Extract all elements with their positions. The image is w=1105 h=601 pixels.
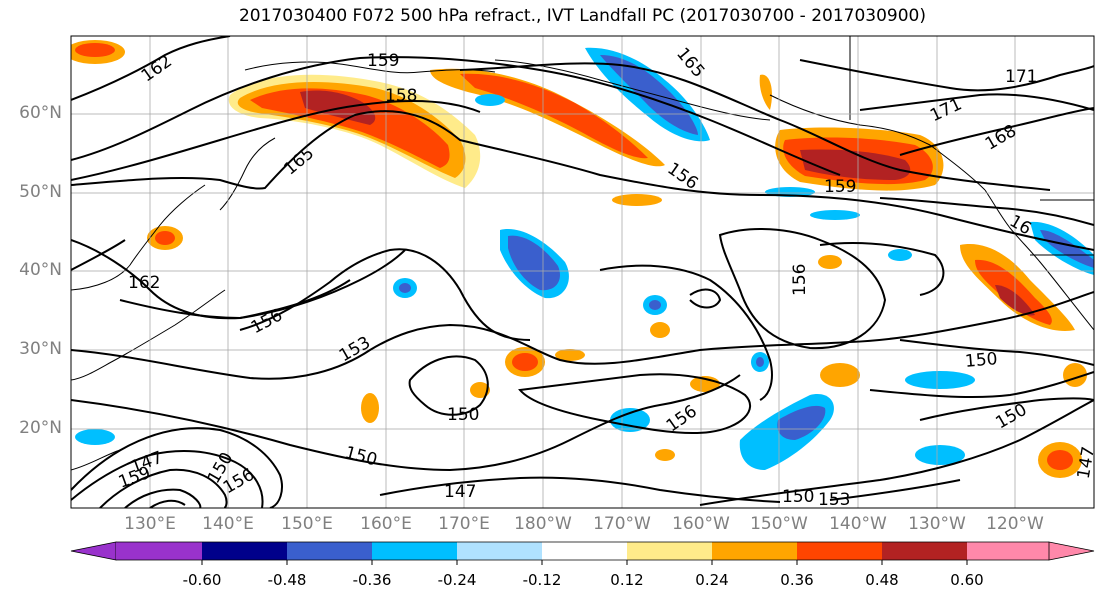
contour-label: 147 [1074, 445, 1099, 480]
map-title: 2017030400 F072 500 hPa refract., IVT La… [238, 6, 926, 26]
colorbar-bin [542, 542, 627, 560]
colorbar-bin [287, 542, 372, 560]
lon-label-130w: 130°W [908, 514, 966, 534]
lon-label-180w: 180°W [514, 514, 572, 534]
refractivity-contours [71, 36, 1094, 508]
colorbar-tick-label: -0.48 [267, 571, 307, 589]
contour-label: 150 [782, 487, 814, 507]
coastlines [71, 36, 1094, 471]
colorbar-bin [712, 542, 797, 560]
colorbar [70, 541, 1095, 565]
colorbar-extend-max [1048, 541, 1095, 561]
colorbar-bin [627, 542, 712, 560]
colorbar-extend-min [70, 541, 117, 561]
colorbar-tick-label: -0.12 [522, 571, 562, 589]
colorbar-bin [116, 542, 202, 560]
contour-label: 159 [367, 51, 399, 71]
map-frame [70, 35, 1095, 509]
contour-label: 150 [964, 349, 998, 372]
lon-label-150w: 150°W [750, 514, 808, 534]
colorbar-tick-label: 0.36 [780, 571, 814, 589]
contour-label: 159 [824, 177, 856, 197]
colorbar-tick-label: -0.24 [437, 571, 477, 589]
lon-label-120w: 120°W [986, 514, 1044, 534]
lon-label-160e: 160°E [360, 514, 412, 534]
contour-label: 171 [1005, 67, 1037, 87]
lon-label-160w: 160°W [672, 514, 730, 534]
lon-label-150e: 150°E [281, 514, 333, 534]
lat-label-30n: 30°N [19, 339, 62, 359]
colorbar-tick-label: 0.48 [865, 571, 899, 589]
colorbar-bin [967, 542, 1049, 560]
colorbar-bin [882, 542, 967, 560]
contour-label: 147 [444, 482, 476, 502]
lon-label-140e: 140°E [202, 514, 254, 534]
contour-label: 153 [818, 490, 850, 510]
lon-label-130e: 130°E [124, 514, 176, 534]
contour-label: 158 [385, 86, 417, 106]
colorbar-bin [202, 542, 287, 560]
colorbar-bin [372, 542, 457, 560]
lon-label-170e: 170°E [438, 514, 490, 534]
colorbar-bin [797, 542, 882, 560]
lat-label-60n: 60°N [19, 103, 62, 123]
lat-label-50n: 50°N [19, 182, 62, 202]
colorbar-tick-label: -0.60 [182, 571, 222, 589]
map-area: 162 159 158 165 165 171 171 168 156 159 … [71, 36, 1099, 510]
gridlines [71, 36, 1094, 508]
colorbar-tick-label: 0.12 [610, 571, 644, 589]
lat-label-20n: 20°N [19, 418, 62, 438]
lon-label-140w: 140°W [829, 514, 887, 534]
contour-label: 156 [790, 264, 810, 296]
contour-label: 150 [447, 405, 479, 425]
lat-label-40n: 40°N [19, 260, 62, 280]
contour-label: 162 [128, 273, 160, 293]
ivt-filled-contours [71, 40, 1094, 478]
lon-label-170w: 170°W [593, 514, 651, 534]
colorbar-tick-label: -0.36 [352, 571, 392, 589]
colorbar-tick-label: 0.60 [950, 571, 984, 589]
colorbar-tick-label: 0.24 [695, 571, 729, 589]
colorbar-bin [457, 542, 542, 560]
